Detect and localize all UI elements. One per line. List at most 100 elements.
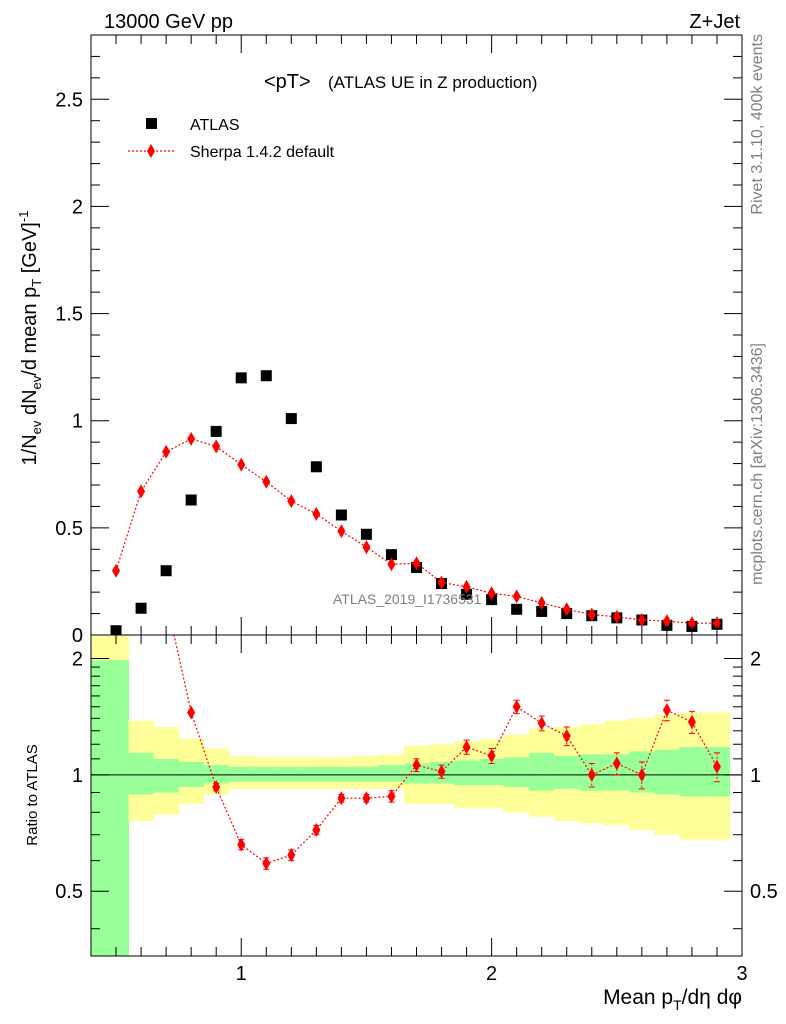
sherpa-data-point xyxy=(137,484,146,499)
x-axis-title: Mean pT/dη dφ xyxy=(603,986,742,1013)
y-tick-label: 2 xyxy=(72,196,83,218)
stat-uncertainty-band xyxy=(454,760,480,786)
stat-uncertainty-band xyxy=(479,758,505,786)
sherpa-data-point xyxy=(237,457,246,472)
sherpa-data-point xyxy=(162,444,171,459)
sherpa-data-point xyxy=(387,557,396,572)
atlas-data-point xyxy=(536,605,548,617)
sherpa-data-point xyxy=(612,609,621,624)
ratio-data-point xyxy=(437,764,446,779)
side-rivet-label: Rivet 3.1.10, 400k events xyxy=(749,34,766,215)
sherpa-data-point xyxy=(412,556,421,571)
ratio-data-point xyxy=(287,848,296,863)
sherpa-data-point xyxy=(112,563,121,578)
ratio-data-point xyxy=(162,592,170,606)
stat-uncertainty-band xyxy=(403,763,430,784)
side-mcplots-label: mcplots.cern.ch [arXiv:1306.3436] xyxy=(749,343,766,585)
ratio-data-point xyxy=(587,767,596,782)
stat-uncertainty-band xyxy=(504,757,530,788)
ratio-data-point xyxy=(637,767,646,782)
ratio-panel-ticks: 0.5 0.5 1 1 2 2 1 2 3 xyxy=(55,635,778,985)
stat-uncertainty-band xyxy=(128,752,155,795)
ratio-data-point xyxy=(487,748,496,763)
x-tick-label: 2 xyxy=(486,963,497,985)
atlas-data-point xyxy=(235,372,247,384)
x-tick-label: 3 xyxy=(736,963,747,985)
sherpa-data-point xyxy=(487,586,496,601)
atlas-data-point xyxy=(385,549,397,561)
stat-uncertainty-band xyxy=(353,766,380,782)
ratio-data-point xyxy=(412,758,421,773)
sherpa-data-point xyxy=(662,614,671,629)
main-panel-frame xyxy=(90,34,743,636)
ratio-data-point xyxy=(712,759,721,774)
ratio-data-point xyxy=(662,703,671,718)
sherpa-data-point xyxy=(287,494,296,509)
atlas-data-point xyxy=(511,603,523,615)
atlas-data-point xyxy=(310,461,322,473)
y-tick-label: 1.5 xyxy=(55,304,83,326)
legend-atlas-label: ATLAS xyxy=(190,117,240,134)
ratio-data-point xyxy=(312,823,321,838)
atlas-data-point xyxy=(210,425,222,437)
ratio-data-point xyxy=(512,699,521,714)
stat-uncertainty-band xyxy=(654,749,680,795)
sherpa-data-point xyxy=(362,540,371,555)
ratio-y-axis-title: Ratio to ATLAS xyxy=(24,744,41,845)
sherpa-data-point xyxy=(462,579,471,594)
stat-uncertainty-band xyxy=(278,766,305,782)
atlas-data-point xyxy=(185,494,197,506)
atlas-data-point xyxy=(335,509,347,521)
sherpa-data-point xyxy=(262,474,271,489)
ratio-y-tick-label-right: 1 xyxy=(750,765,761,787)
main-subtitle: (ATLAS UE in Z production) xyxy=(328,73,537,92)
atlas-data-point xyxy=(461,588,473,600)
sherpa-data-point xyxy=(312,506,321,521)
sherpa-data-point xyxy=(687,616,696,631)
legend: ATLAS Sherpa 1.4.2 default xyxy=(128,117,335,161)
stat-uncertainty-band xyxy=(378,765,405,782)
atlas-data-point xyxy=(160,565,172,577)
ratio-data-point xyxy=(562,729,571,744)
atlas-data-point xyxy=(360,528,372,540)
ratio-data-point xyxy=(187,705,196,720)
y-tick-label: 0.5 xyxy=(55,518,83,540)
legend-atlas-marker xyxy=(146,118,157,129)
sherpa-data-point xyxy=(537,595,546,610)
sherpa-data-point xyxy=(337,524,346,539)
legend-sherpa-marker xyxy=(147,144,155,158)
ratio-panel-plot-area xyxy=(91,592,742,956)
ratio-y-tick-label: 1 xyxy=(72,765,83,787)
x-tick-label: 1 xyxy=(236,963,247,985)
ratio-y-tick-label-right: 2 xyxy=(750,648,761,670)
ratio-data-point xyxy=(362,791,371,806)
y-tick-label: 0 xyxy=(72,625,83,647)
ratio-data-point xyxy=(212,780,221,795)
ratio-y-tick-label: 2 xyxy=(72,648,83,670)
main-panel-ticks: 0 0.5 1 1.5 2 2.5 xyxy=(55,35,743,647)
header-process-label: Z+Jet xyxy=(689,11,740,33)
sherpa-data-point xyxy=(562,602,571,617)
sherpa-data-point xyxy=(187,431,196,446)
atlas-data-point xyxy=(135,602,147,614)
ratio-data-point xyxy=(262,856,271,871)
ratio-data-point xyxy=(687,714,696,729)
stat-uncertainty-band xyxy=(228,766,255,782)
stat-uncertainty-band xyxy=(529,752,555,791)
sherpa-data-point xyxy=(212,439,221,454)
stat-uncertainty-band xyxy=(303,766,330,782)
atlas-data-point xyxy=(285,413,297,425)
sherpa-data-point xyxy=(587,607,596,622)
sherpa-data-point xyxy=(637,613,646,627)
stat-uncertainty-band xyxy=(679,747,705,797)
y-tick-label: 1 xyxy=(72,411,83,433)
legend-sherpa-label: Sherpa 1.4.2 default xyxy=(190,144,335,161)
ratio-data-point xyxy=(462,740,471,755)
atlas-data-point xyxy=(260,370,272,382)
stat-uncertainty-band xyxy=(253,766,280,782)
ratio-y-tick-label-right: 0.5 xyxy=(750,881,778,903)
y-tick-label: 2.5 xyxy=(55,89,83,111)
ratio-data-point xyxy=(387,789,396,804)
stat-uncertainty-band xyxy=(91,660,130,956)
